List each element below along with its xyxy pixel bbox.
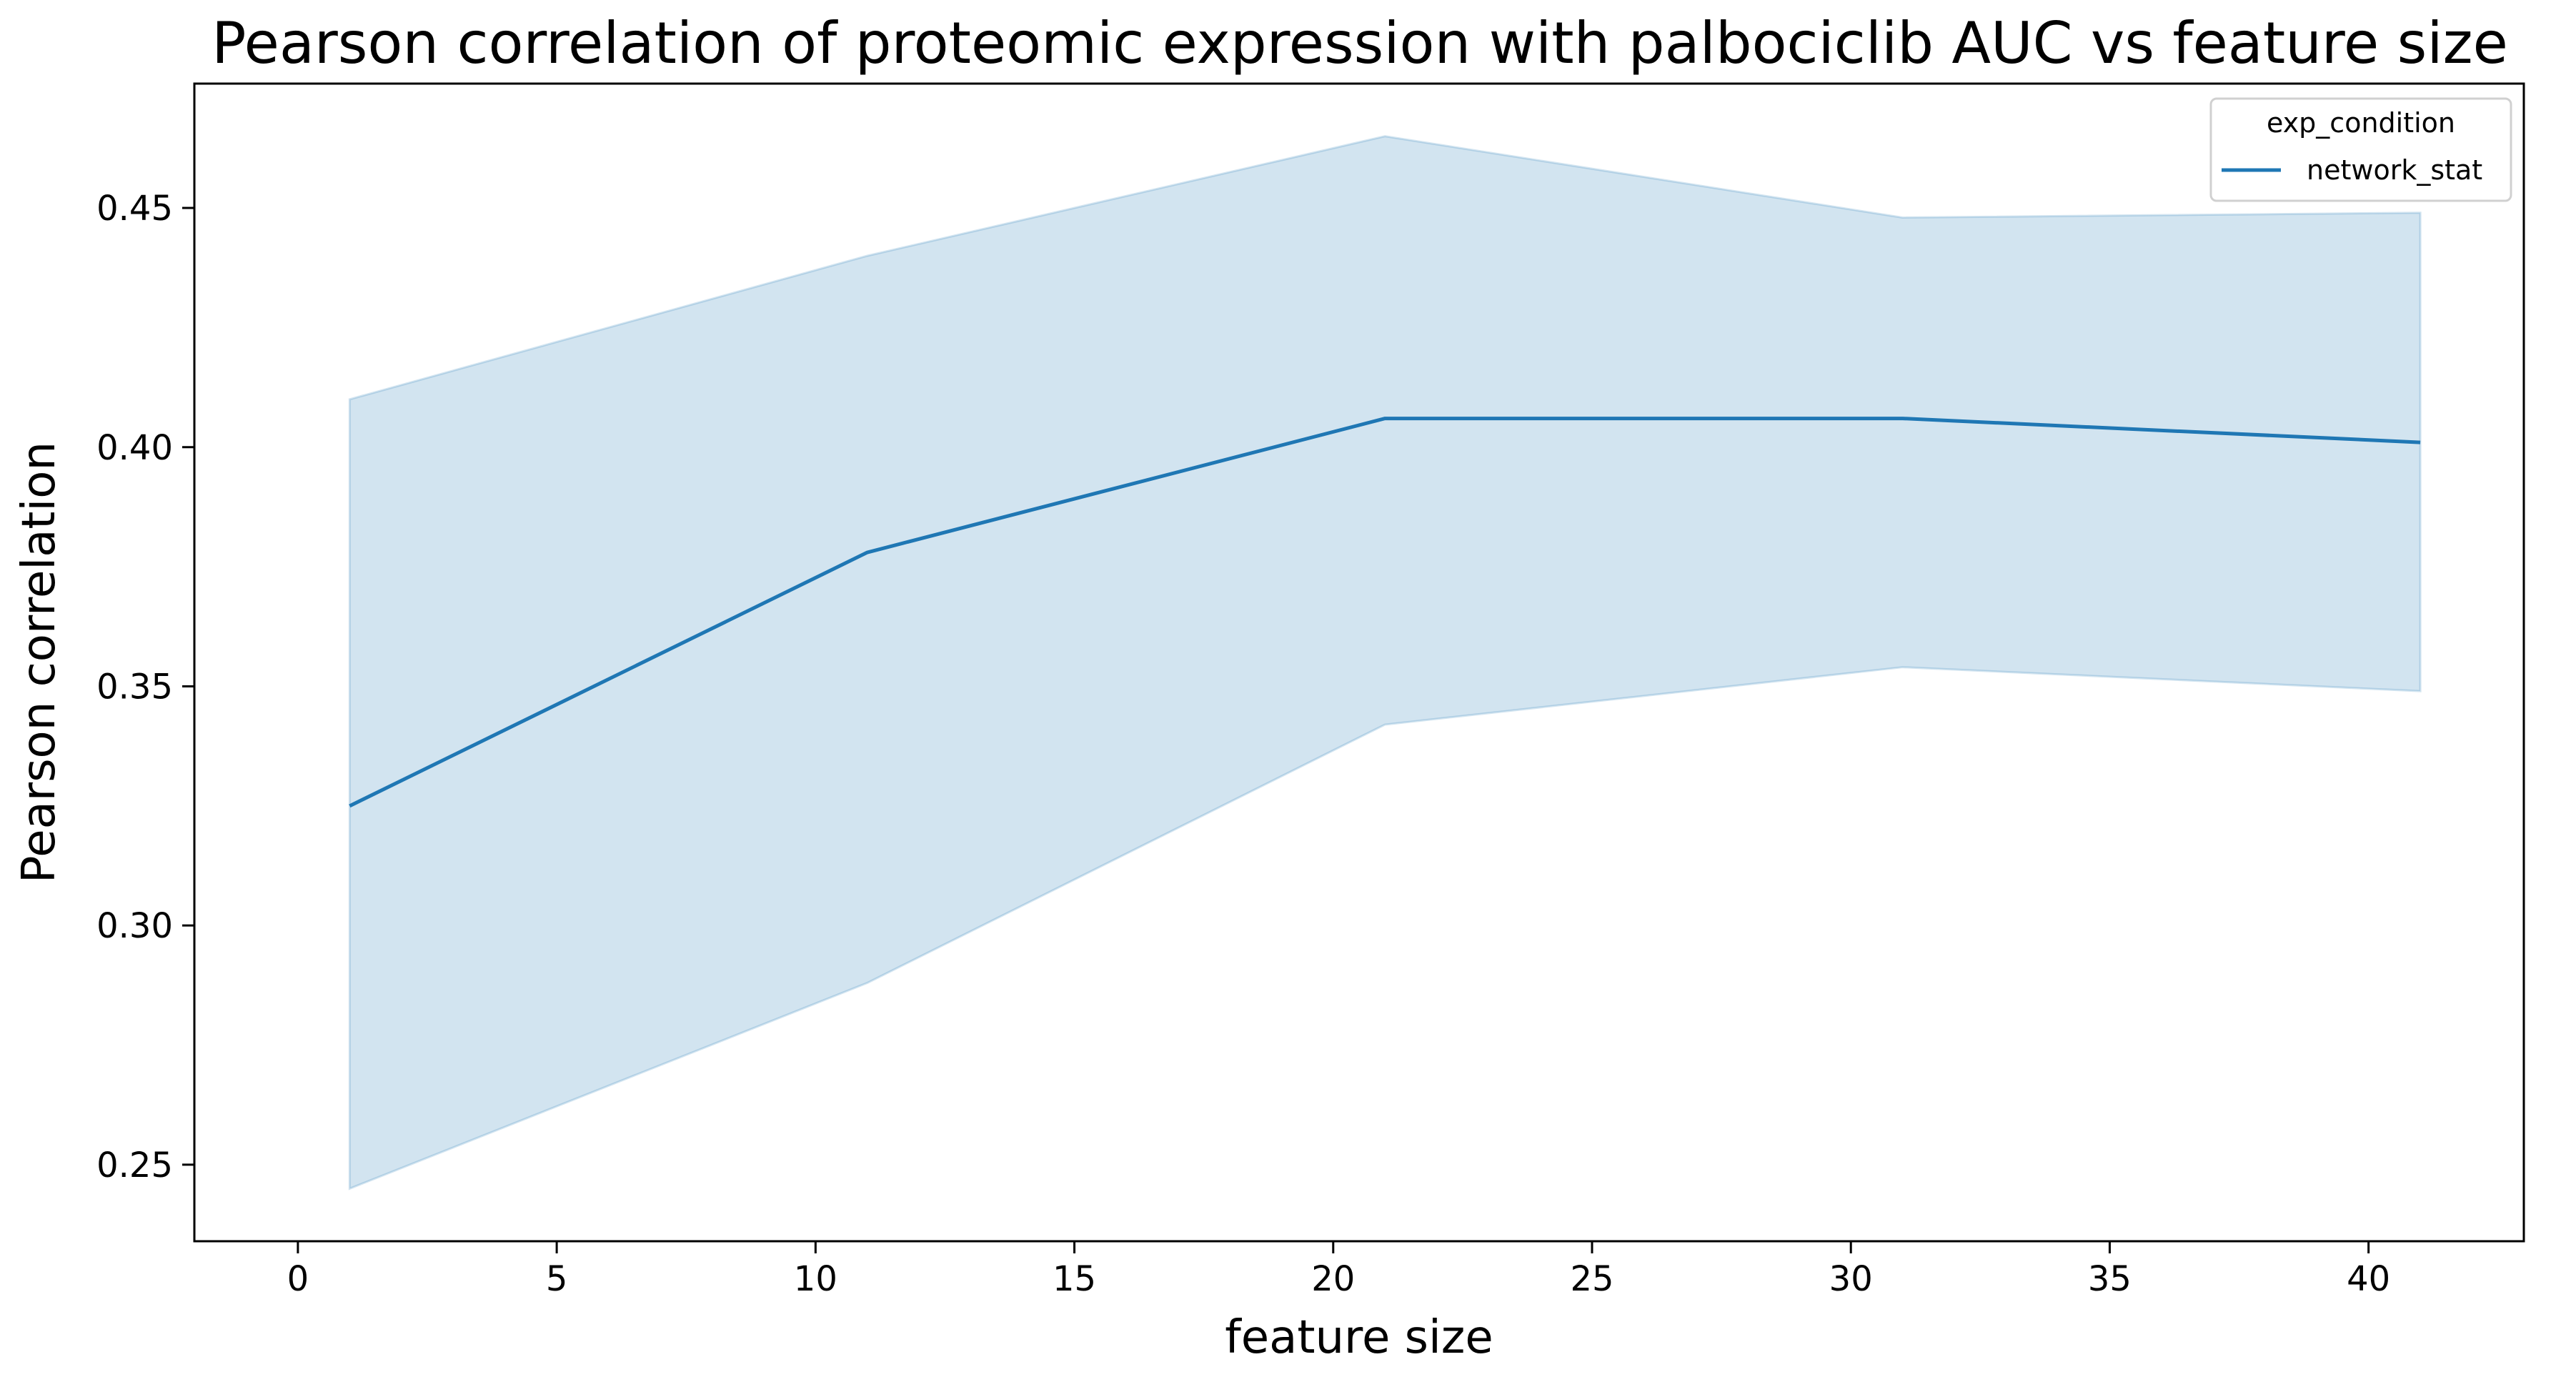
- plot-area: [348, 135, 2422, 1190]
- legend-entry-network-stat: network_stat: [2307, 154, 2482, 186]
- legend-box: [2209, 97, 2512, 202]
- x-tick-label: 40: [2347, 1259, 2390, 1299]
- axes-frame: [193, 82, 2525, 1243]
- x-axis: 0 5 10 15 20 25 30 35 40: [287, 1241, 2390, 1299]
- y-tick-label: 0.30: [96, 906, 173, 946]
- series-line-network-stat: [349, 417, 2421, 808]
- y-tick-label: 0.35: [96, 667, 173, 707]
- confidence-band-network-stat: [348, 135, 2422, 1190]
- x-tick-label: 30: [1829, 1259, 1873, 1299]
- x-tick-label: 0: [287, 1259, 309, 1299]
- x-tick-label: 35: [2088, 1259, 2132, 1299]
- y-tick-label: 0.40: [96, 428, 173, 468]
- y-tick-label: 0.25: [96, 1145, 173, 1185]
- legend: exp_condition network_stat: [2209, 97, 2512, 202]
- y-axis-label: Pearson correlation: [13, 442, 66, 883]
- legend-title: exp_condition: [2267, 107, 2455, 139]
- x-tick-label: 25: [1570, 1259, 1613, 1299]
- x-tick-label: 15: [1053, 1259, 1096, 1299]
- y-tick-label: 0.45: [96, 189, 173, 229]
- x-tick-label: 20: [1311, 1259, 1355, 1299]
- chart-title: Pearson correlation of proteomic express…: [212, 10, 2508, 76]
- x-axis-label: feature size: [1225, 1311, 1493, 1364]
- x-tick-label: 5: [546, 1259, 568, 1299]
- y-axis: 0.25 0.30 0.35 0.40 0.45: [96, 189, 194, 1185]
- x-tick-label: 10: [794, 1259, 837, 1299]
